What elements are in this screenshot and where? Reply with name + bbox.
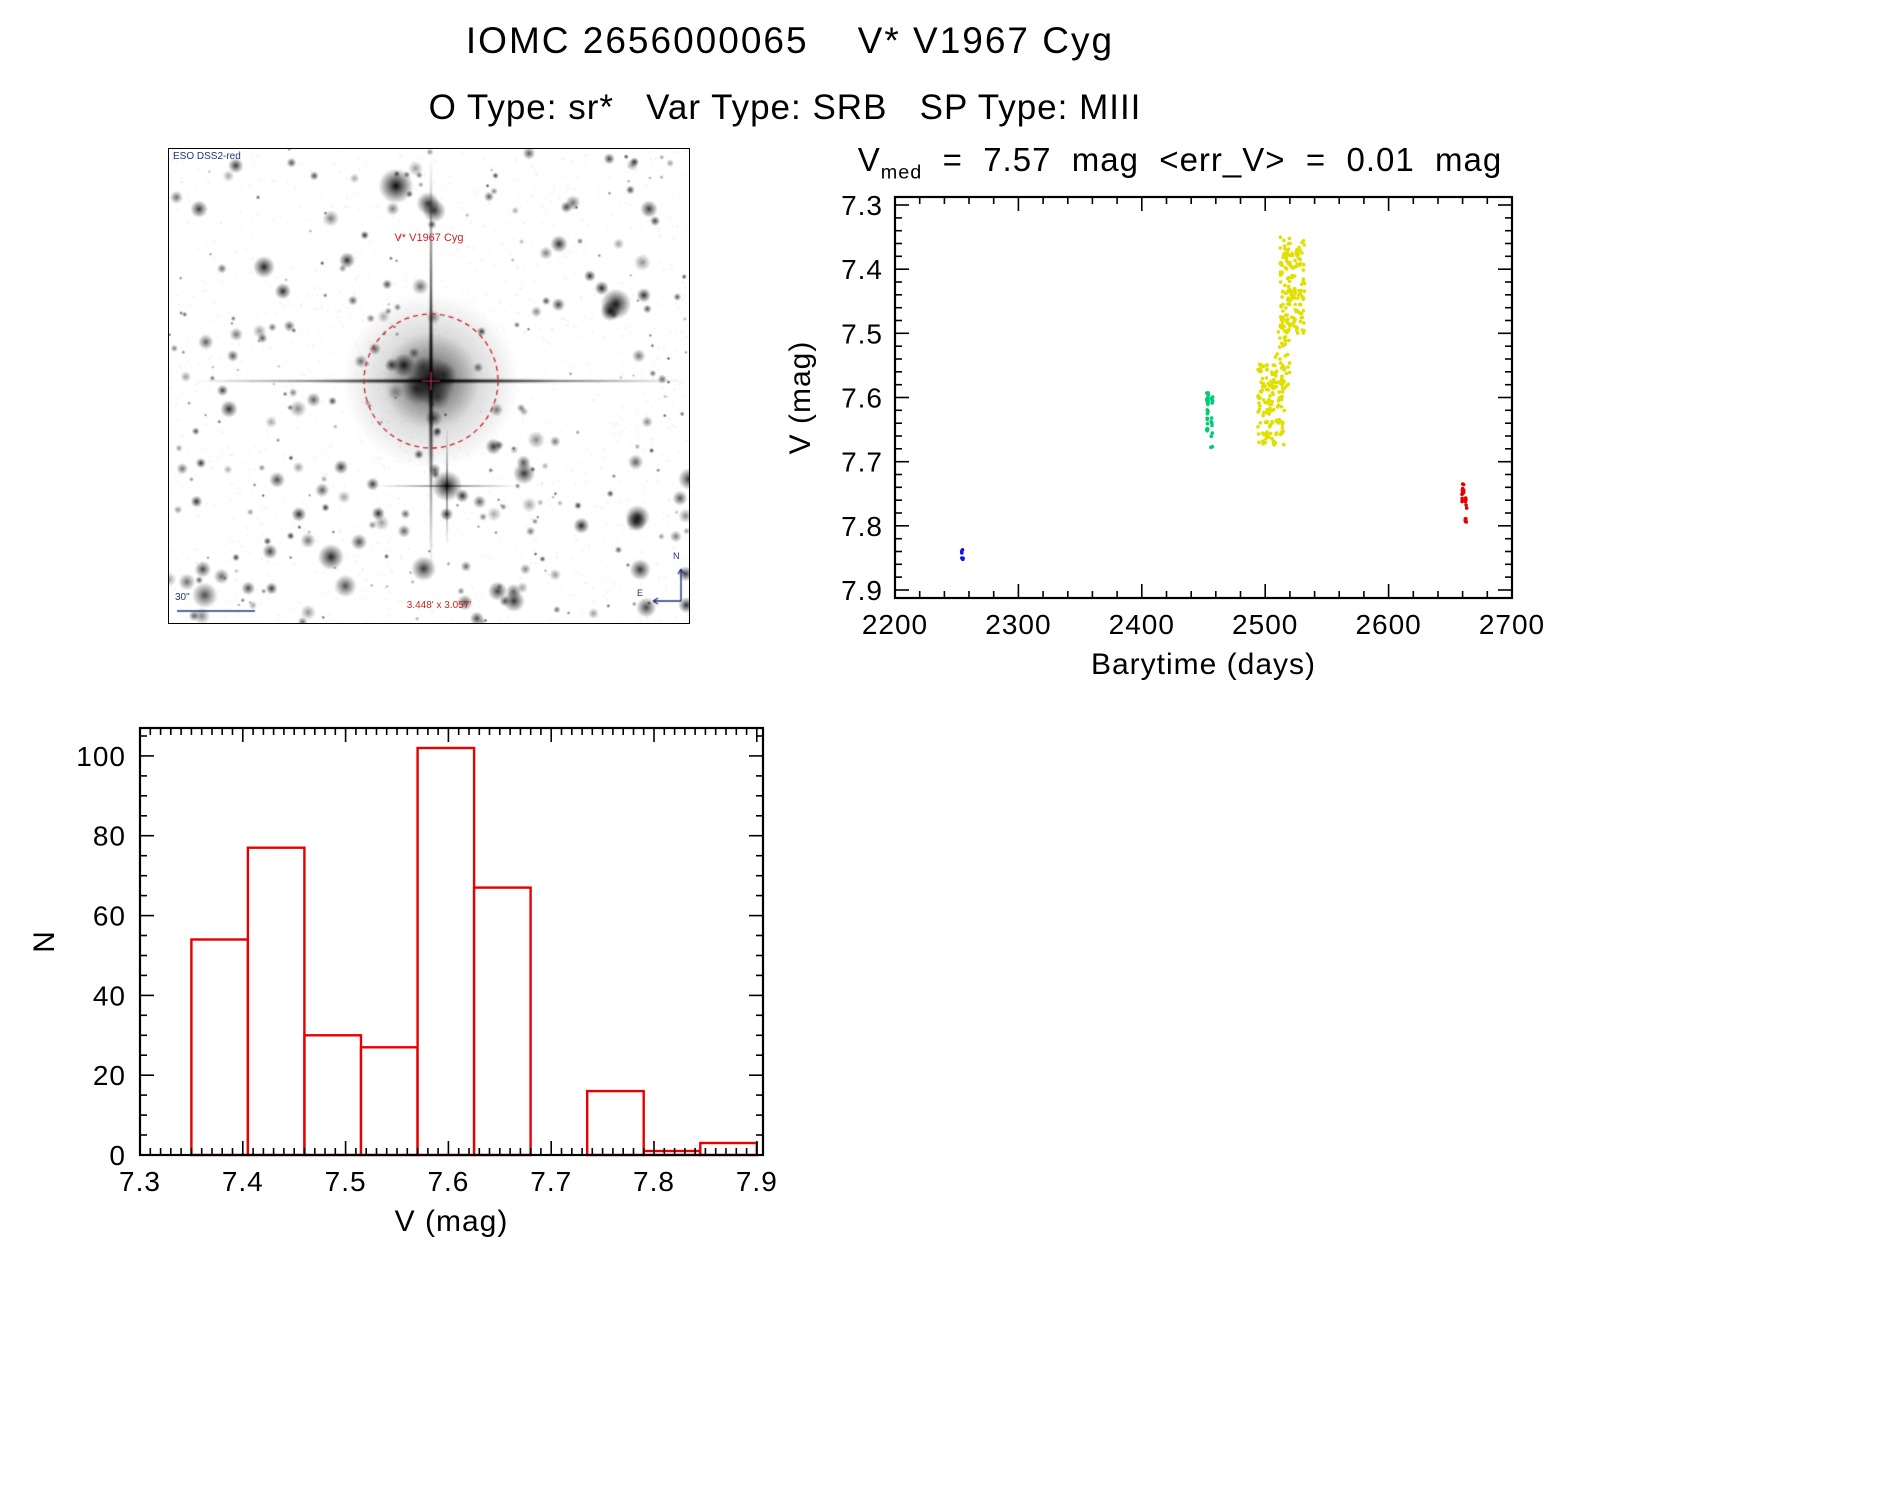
svg-text:7.5: 7.5	[325, 1166, 367, 1197]
starfield-panel: ESO DSS2-red V* V1967 Cyg 30" 3.448' x 3…	[168, 148, 690, 624]
svg-text:80: 80	[93, 821, 126, 852]
svg-text:60: 60	[93, 901, 126, 932]
svg-text:2200: 2200	[862, 609, 928, 640]
svg-text:7.9: 7.9	[841, 575, 883, 606]
page-subtitle: O Type: sr* Var Type: SRB SP Type: MIII	[428, 88, 1142, 127]
page-title: IOMC 2656000065 V* V1967 Cyg	[465, 20, 1115, 61]
svg-text:2300: 2300	[985, 609, 1051, 640]
fov-label: 3.448' x 3.057'	[406, 600, 472, 611]
svg-text:7.7: 7.7	[841, 447, 883, 478]
svg-text:2500: 2500	[1232, 609, 1298, 640]
svg-text:7.6: 7.6	[841, 383, 883, 414]
survey-label: ESO DSS2-red	[173, 151, 241, 162]
svg-text:20: 20	[93, 1060, 126, 1091]
svg-text:N: N	[28, 930, 61, 953]
svg-text:7.4: 7.4	[222, 1166, 264, 1197]
compass-east-label: E	[637, 588, 644, 598]
svg-text:0: 0	[109, 1140, 126, 1171]
svg-text:2600: 2600	[1355, 609, 1421, 640]
dss-image-canvas	[169, 149, 689, 623]
svg-text:V (mag): V (mag)	[395, 1205, 509, 1238]
svg-text:Barytime (days): Barytime (days)	[1091, 648, 1316, 681]
lightcurve-title-subscript: med	[880, 161, 923, 184]
svg-text:7.6: 7.6	[427, 1166, 469, 1197]
scalebar-label: 30"	[175, 592, 190, 603]
svg-text:2700: 2700	[1479, 609, 1545, 640]
svg-text:7.3: 7.3	[841, 190, 883, 221]
svg-text:7.5: 7.5	[841, 318, 883, 349]
svg-text:7.3: 7.3	[119, 1166, 161, 1197]
lightcurve-plot: 2200 2300 2400 2500 2600 2700 7.3 7.4 7.5 7.6 7.7 7…	[784, 190, 1545, 681]
svg-text:7.8: 7.8	[633, 1166, 675, 1197]
histogram-plot: 7.3 7.4 7.5 7.6 7.7 7.8 7.9 0 20 40 60 80 100 V (mag)…	[28, 726, 778, 1238]
compass-north-label: N	[673, 551, 680, 561]
svg-text:7.4: 7.4	[841, 254, 883, 285]
lightcurve-title-rest: = 7.57 mag <err_V> = 0.01 mag	[922, 141, 1503, 178]
svg-text:40: 40	[93, 980, 126, 1011]
lightcurve-title-prefix: V	[857, 141, 881, 178]
svg-text:V (mag): V (mag)	[784, 341, 817, 455]
target-star-label: V* V1967 Cyg	[394, 232, 464, 244]
lightcurve-title: Vmed = 7.57 mag <err_V> = 0.01 mag	[800, 141, 1560, 185]
svg-text:7.8: 7.8	[841, 511, 883, 542]
svg-text:7.7: 7.7	[530, 1166, 572, 1197]
svg-text:7.9: 7.9	[736, 1166, 778, 1197]
svg-text:2400: 2400	[1109, 609, 1175, 640]
svg-text:100: 100	[76, 741, 126, 772]
